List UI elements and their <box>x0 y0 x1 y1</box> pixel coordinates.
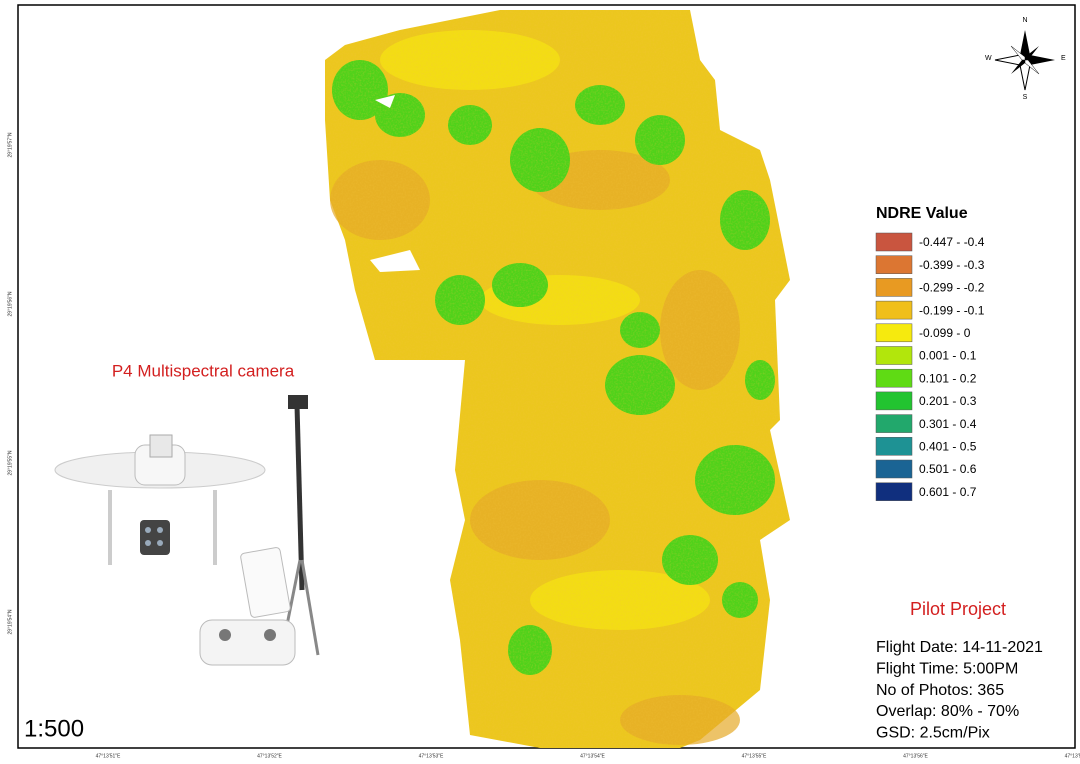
compass-s: S <box>1023 94 1028 101</box>
flight-detail: GSD: 2.5cm/Pix <box>876 724 990 741</box>
y-coordinate-label: 29°19'55"N <box>7 450 13 475</box>
legend-title: NDRE Value <box>876 205 968 222</box>
legend-label: 0.001 - 0.1 <box>919 349 977 363</box>
legend-label: 0.401 - 0.5 <box>919 439 977 453</box>
x-coordinate-label: 47°13'53"E <box>419 753 444 759</box>
camera-title: P4 Multispectral camera <box>112 361 295 380</box>
compass-e: E <box>1061 55 1066 62</box>
legend-swatch <box>875 346 913 365</box>
legend-label: -0.099 - 0 <box>919 326 971 340</box>
legend-swatch <box>875 278 913 297</box>
legend-swatch <box>875 482 913 501</box>
legend-label: -0.299 - -0.2 <box>919 281 985 295</box>
legend-label: 0.101 - 0.2 <box>919 371 977 385</box>
flight-detail: No of Photos: 365 <box>876 682 1004 699</box>
legend-label: -0.399 - -0.3 <box>919 258 985 272</box>
x-coordinate-label: 47°13'56"E <box>903 753 928 759</box>
flight-detail: Flight Date: 14-11-2021 <box>876 639 1043 656</box>
legend-swatch <box>875 459 913 479</box>
compass-w: W <box>985 55 992 62</box>
map-scale: 1:500 <box>24 715 84 742</box>
project-title: Pilot Project <box>910 599 1006 619</box>
x-coordinate-label: 47°13'51"E <box>96 753 121 759</box>
x-coordinate-label: 47°13'52"E <box>257 753 282 759</box>
legend-swatch <box>875 255 913 274</box>
flight-detail: Flight Time: 5:00PM <box>876 661 1018 678</box>
y-coordinate-label: 29°19'56"N <box>7 291 13 316</box>
y-coordinate-label: 29°19'54"N <box>7 609 13 634</box>
legend-swatch <box>875 323 913 343</box>
legend-label: 0.601 - 0.7 <box>919 485 977 499</box>
legend-swatch <box>875 437 913 456</box>
compass-n: N <box>1022 17 1027 24</box>
legend-label: -0.447 - -0.4 <box>919 235 985 249</box>
legend-swatch <box>875 300 913 320</box>
legend-swatch <box>875 391 913 411</box>
legend-label: 0.301 - 0.4 <box>919 417 977 431</box>
legend-swatch <box>875 368 913 388</box>
legend-label: 0.201 - 0.3 <box>919 394 977 408</box>
x-coordinate-label: 47°13'55"E <box>742 753 767 759</box>
flight-detail: Overlap: 80% - 70% <box>876 703 1019 720</box>
legend-label: 0.501 - 0.6 <box>919 462 977 476</box>
legend-swatch <box>875 414 913 433</box>
drone-illustration <box>54 395 320 666</box>
compass-rose: N E S W <box>985 17 1066 101</box>
x-coordinate-label: 47°13'54"E <box>580 753 605 759</box>
y-coordinate-label: 29°19'57"N <box>7 132 13 157</box>
legend-swatch <box>875 232 913 252</box>
orthomosaic <box>325 10 790 748</box>
legend-label: -0.199 - -0.1 <box>919 303 985 317</box>
x-coordinate-label: 47°13'57"E <box>1065 753 1080 759</box>
